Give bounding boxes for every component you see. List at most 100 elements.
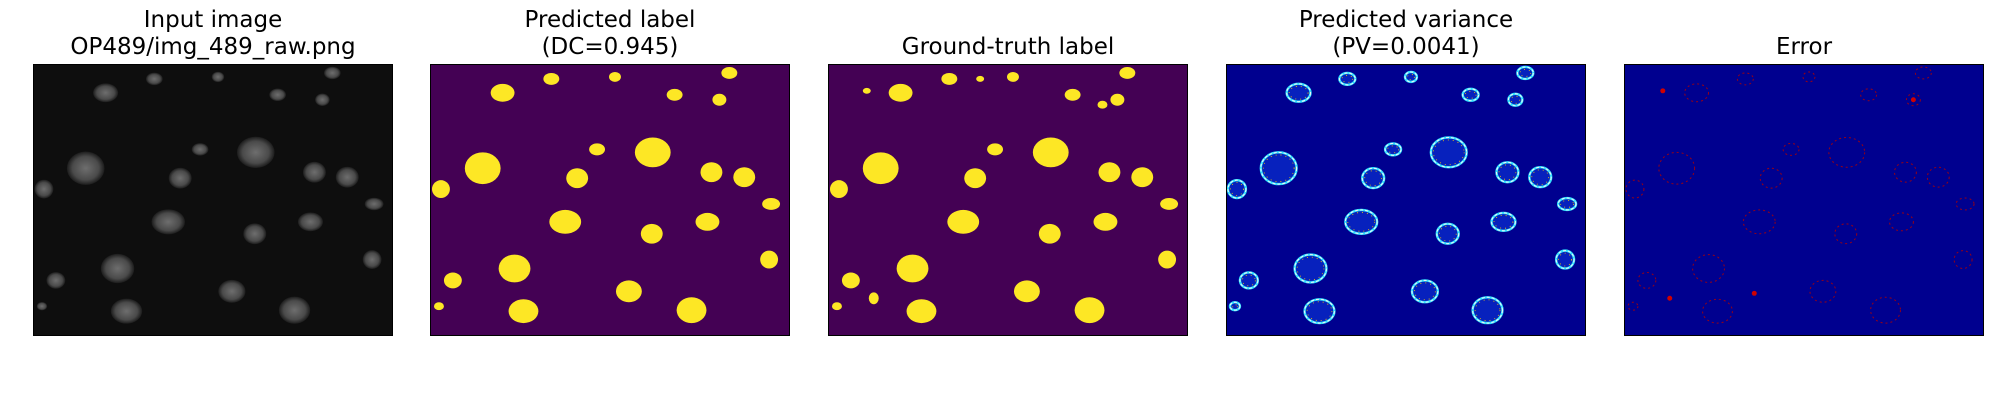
error-outline	[1802, 71, 1816, 83]
panel-predicted-label: Predicted label (DC=0.945)	[430, 0, 790, 340]
variance-ring	[1461, 87, 1480, 102]
predicted-label-image	[431, 65, 789, 335]
nucleus	[211, 71, 225, 83]
error-outline	[1625, 179, 1645, 199]
title-line: Predicted variance	[1298, 7, 1514, 33]
title-line: Ground-truth label	[901, 34, 1115, 60]
variance-ring	[1344, 208, 1379, 235]
nucleus-blob	[615, 280, 642, 303]
nucleus	[335, 166, 359, 188]
panel-error: Error	[1624, 0, 1984, 340]
nucleus	[323, 66, 341, 80]
image-frame	[430, 64, 790, 336]
panel-title: Predicted variance (PV=0.0041)	[1186, 7, 1626, 61]
nucleus-blob	[666, 88, 683, 101]
nucleus	[362, 250, 382, 269]
nucleus-blob	[508, 299, 539, 324]
nucleus-blob	[464, 152, 501, 185]
nucleus-blob	[1093, 212, 1118, 231]
nucleus	[110, 298, 143, 324]
nucleus-blob	[964, 168, 987, 189]
error-outline	[1834, 223, 1858, 245]
error-outline	[1782, 142, 1800, 156]
error-outline	[1889, 212, 1914, 232]
variance-ring	[1507, 92, 1524, 107]
ground-truth-label-image	[829, 65, 1187, 335]
nucleus-blob	[1007, 71, 1019, 82]
nucleus	[46, 272, 66, 289]
error-outline	[1809, 279, 1837, 303]
variance-ring	[1293, 253, 1328, 284]
nucleus-blob	[443, 272, 462, 289]
error-outline	[1893, 161, 1917, 183]
error-outline	[1905, 93, 1921, 107]
variance-ring	[1403, 70, 1419, 84]
variance-ring	[1429, 136, 1468, 169]
nucleus	[269, 88, 286, 102]
nucleus-blob	[1119, 66, 1136, 79]
nucleus-blob	[589, 143, 606, 156]
panel-input-image: Input image OP489/img_489_raw.png	[33, 0, 393, 340]
nucleus-blob	[1110, 93, 1125, 106]
panel-title: Error	[1584, 34, 2000, 61]
nucleus	[364, 197, 384, 211]
nucleus-blob	[1160, 198, 1179, 210]
error-outline	[1702, 298, 1733, 324]
variance-ring	[1435, 222, 1460, 245]
error-outline	[1658, 151, 1696, 185]
nucleus-blob	[634, 137, 671, 168]
nucleus-blob	[549, 209, 582, 234]
nucleus	[145, 72, 163, 86]
nucleus-blob	[868, 292, 879, 305]
title-line: OP489/img_489_raw.png	[70, 34, 356, 60]
variance-ring	[1556, 196, 1578, 212]
nucleus	[315, 93, 330, 106]
nucleus-blob	[762, 198, 781, 210]
nucleus-blob	[1098, 162, 1121, 183]
predicted-variance-image	[1227, 65, 1585, 335]
nucleus-blob	[987, 143, 1004, 156]
panel-title: Predicted label (DC=0.945)	[390, 7, 830, 61]
error-outline	[1926, 166, 1950, 188]
title-line: (DC=0.945)	[541, 34, 679, 60]
variance-ring	[1528, 166, 1553, 189]
error-outline	[1684, 83, 1710, 103]
panel-title: Ground-truth label	[788, 34, 1228, 61]
error-outline	[1953, 250, 1973, 269]
error-spot	[1751, 290, 1757, 296]
nucleus-blob	[676, 297, 707, 324]
nucleus	[168, 167, 192, 189]
nucleus-blob	[712, 93, 727, 106]
nucleus-blob	[862, 152, 899, 185]
variance-ring	[1228, 301, 1242, 312]
nucleus-blob	[1158, 250, 1177, 269]
title-line: Predicted label	[524, 7, 696, 33]
variance-ring	[1285, 82, 1312, 103]
error-image	[1625, 65, 1983, 335]
image-frame	[33, 64, 393, 336]
nucleus	[218, 279, 246, 303]
nucleus-blob	[700, 162, 723, 183]
variance-ring	[1338, 71, 1357, 87]
image-frame	[1624, 64, 1984, 336]
nucleus	[191, 143, 209, 156]
error-spot	[1660, 88, 1666, 94]
variance-ring	[1495, 161, 1520, 184]
nucleus-blob	[1013, 280, 1040, 303]
nucleus	[278, 296, 311, 324]
nucleus	[36, 302, 48, 311]
error-spot	[1667, 295, 1673, 301]
nucleus-blob	[640, 223, 663, 244]
input-image	[34, 65, 392, 335]
nucleus-blob	[1131, 167, 1154, 188]
nucleus	[236, 136, 275, 168]
variance-ring	[1490, 211, 1517, 232]
variance-ring	[1259, 151, 1298, 186]
error-spot	[1910, 97, 1916, 103]
nucleus-blob	[831, 302, 842, 311]
nucleus-blob	[1097, 100, 1108, 109]
error-outline	[1914, 66, 1932, 80]
nucleus-blob	[1074, 297, 1105, 324]
variance-ring	[1238, 271, 1260, 290]
nucleus-blob	[498, 254, 531, 283]
